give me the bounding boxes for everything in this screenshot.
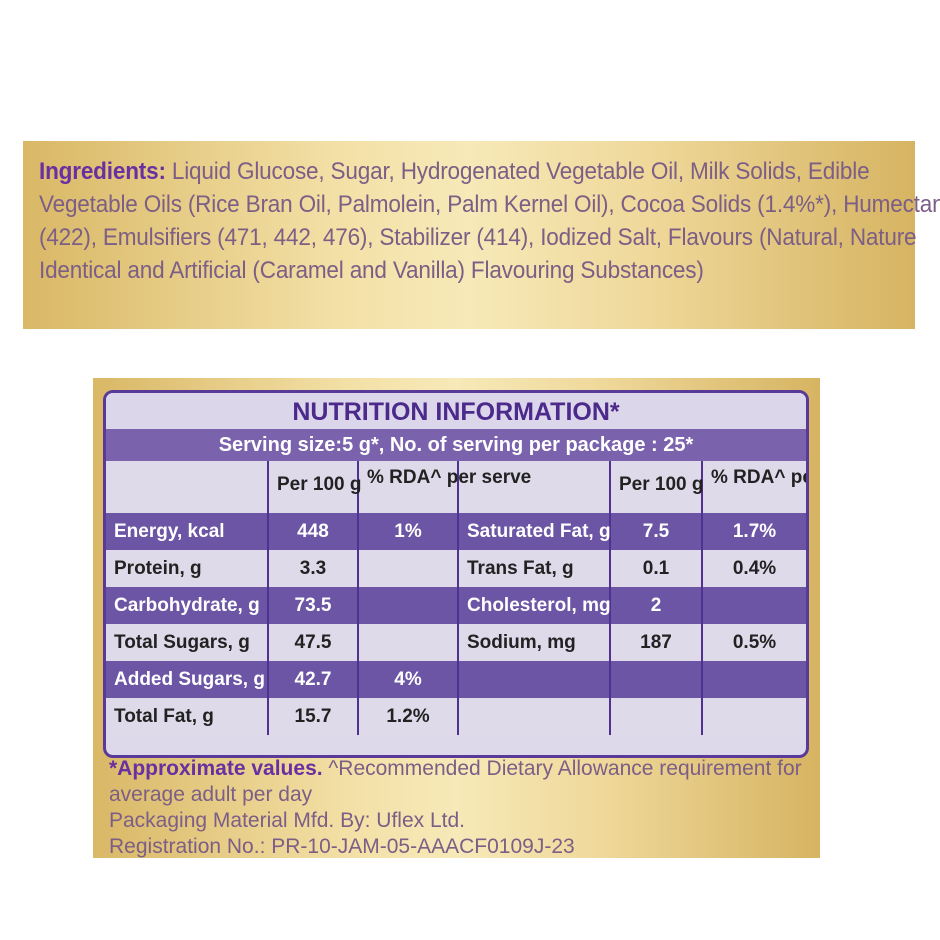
table-cell: 1% (359, 513, 459, 550)
approx-note: *Approximate values. (109, 757, 323, 780)
footer-notes: *Approximate values. ^Recommended Dietar… (109, 756, 820, 860)
table-cell: Protein, g (106, 550, 269, 587)
table-cell: Added Sugars, g (106, 661, 269, 698)
table-cell (703, 661, 806, 698)
table-cell: Sodium, mg (459, 624, 611, 661)
rda-note: ^Recommended Dietary Allowance requireme… (109, 757, 802, 806)
table-cell: Energy, kcal (106, 513, 269, 550)
table-cell (359, 587, 459, 624)
table-row: Protein, g 3.3 Trans Fat, g 0.1 0.4% (106, 550, 806, 587)
table-cell: 0.5% (732, 632, 777, 653)
table-cell (703, 698, 806, 735)
table-cell: Carbohydrate, g (106, 587, 269, 624)
table-cell (359, 624, 459, 661)
ingredients-text: Ingredients: Liquid Glucose, Sugar, Hydr… (39, 158, 940, 284)
table-cell: 47.5 (269, 624, 359, 661)
table-cell: 73.5 (269, 587, 359, 624)
table-cell (611, 661, 703, 698)
table-row: Total Fat, g 15.7 1.2% (106, 698, 806, 735)
ingredients-label: Ingredients: (39, 158, 166, 185)
table-cell: 1.2% (359, 698, 459, 735)
table-cell: 448 (269, 513, 359, 550)
nutrition-table: NUTRITION INFORMATION* Serving size:5 g*… (103, 390, 809, 758)
table-cell: Cholesterol, mg (459, 587, 611, 624)
header-cell: Per 100 g (269, 461, 362, 513)
table-cell: 0.1 (611, 550, 703, 587)
table-cell: 4% (359, 661, 459, 698)
header-cell: % RDA^ per serve (711, 467, 806, 488)
table-row: Energy, kcal 448 1% Saturated Fat, g 7.5 1.7% (106, 513, 806, 550)
table-cell: 42.7 (269, 661, 359, 698)
table-cell: 1.7% (732, 521, 777, 542)
nutrition-panel: NUTRITION INFORMATION* Serving size:5 g*… (93, 378, 820, 858)
nutrition-title: NUTRITION INFORMATION* (106, 393, 806, 429)
table-cell: Trans Fat, g (459, 550, 611, 587)
table-cell: 3.3 (269, 550, 359, 587)
packaging-note: Packaging Material Mfd. By: Uflex Ltd. (109, 809, 465, 832)
registration-note: Registration No.: PR-10-JAM-05-AAACF0109… (109, 835, 575, 858)
table-row: Carbohydrate, g 73.5 Cholesterol, mg 2 (106, 587, 806, 624)
ingredients-panel: Ingredients: Liquid Glucose, Sugar, Hydr… (23, 141, 940, 329)
table-cell (459, 698, 611, 735)
table-cell: Total Fat, g (106, 698, 269, 735)
table-cell (459, 661, 611, 698)
table-cell (359, 550, 459, 587)
table-cell: 187 (611, 624, 703, 661)
table-cell (703, 587, 806, 624)
header-cell (106, 461, 269, 513)
table-cell: 15.7 (269, 698, 359, 735)
table-header: Per 100 g% RDA^ per serve Per 100 g% RDA^… (106, 461, 806, 513)
header-cell: Per 100 g (611, 461, 704, 513)
table-cell: 2 (611, 587, 703, 624)
serving-info: Serving size:5 g*, No. of serving per pa… (106, 429, 806, 461)
table-cell: 7.5 (611, 513, 703, 550)
table-cell (611, 698, 703, 735)
header-cell: % RDA^ per serve (359, 461, 531, 513)
table-cell: 0.4% (732, 558, 777, 579)
table-row: Added Sugars, g 42.7 4% (106, 661, 806, 698)
table-cell: Total Sugars, g (106, 624, 269, 661)
table-row: Total Sugars, g 47.5 Sodium, mg 187 0.5% (106, 624, 806, 661)
header-cell (459, 461, 611, 513)
table-cell: Saturated Fat, g (459, 513, 611, 550)
